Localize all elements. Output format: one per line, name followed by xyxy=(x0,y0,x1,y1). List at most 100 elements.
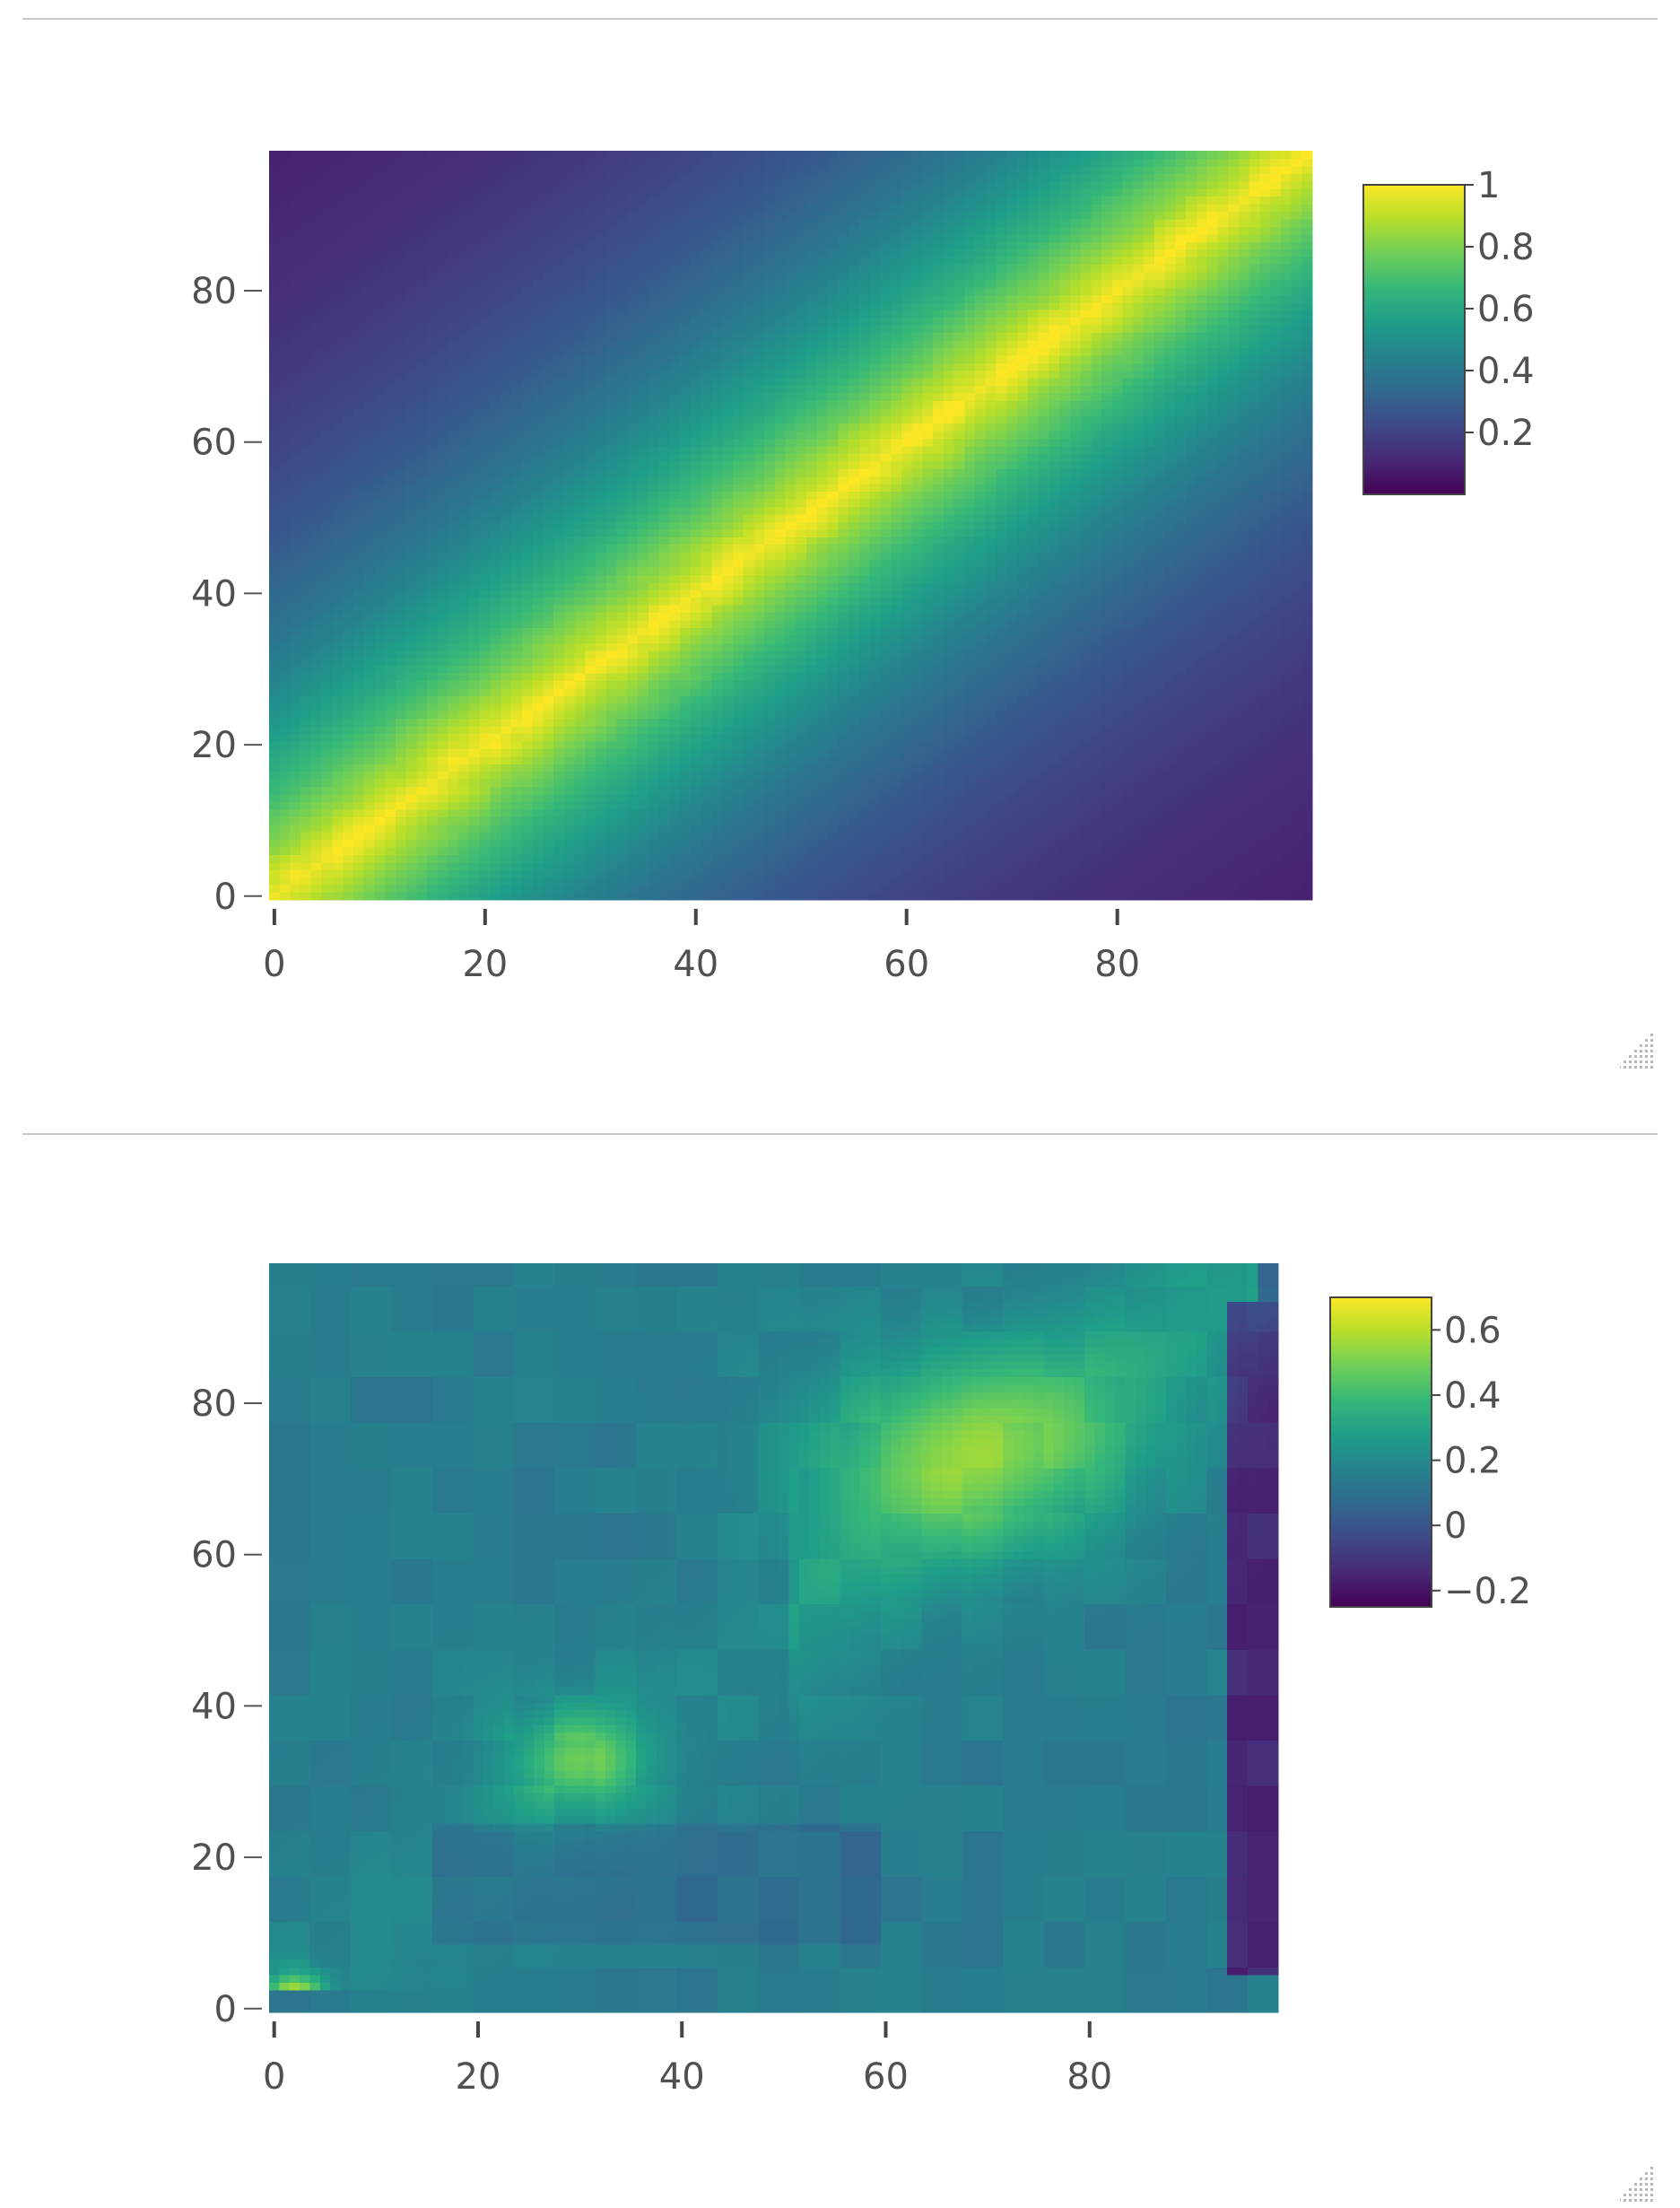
heatmap-cell xyxy=(310,680,323,689)
heatmap-cell xyxy=(469,317,481,326)
heatmap-cell xyxy=(448,400,460,409)
heatmap-cell xyxy=(532,634,544,643)
heatmap-cell xyxy=(290,407,301,416)
heatmap-cell xyxy=(616,877,629,886)
heatmap-cell xyxy=(732,839,744,848)
heatmap-cell xyxy=(648,793,660,802)
heatmap-cell xyxy=(511,566,523,575)
heatmap-cell xyxy=(774,204,787,213)
heatmap-cell xyxy=(627,431,639,440)
heatmap-cell xyxy=(437,755,449,764)
heatmap-cell xyxy=(343,279,354,288)
heatmap-cell xyxy=(458,846,470,855)
heatmap-cell xyxy=(596,589,607,598)
heatmap-cell xyxy=(627,233,639,242)
heatmap-cell xyxy=(416,249,428,257)
heatmap-cell xyxy=(743,581,754,590)
heatmap-cell xyxy=(279,407,292,416)
heatmap-cell xyxy=(796,605,807,614)
heatmap-cell xyxy=(310,468,323,477)
heatmap-cell xyxy=(732,506,744,515)
heatmap-cell xyxy=(796,574,807,583)
heatmap-cell xyxy=(343,869,354,878)
heatmap-cell xyxy=(627,566,639,575)
heatmap-cell xyxy=(532,793,544,802)
heatmap-cell xyxy=(596,846,607,855)
heatmap-cell xyxy=(732,218,744,227)
heatmap-cell xyxy=(743,634,754,643)
heatmap-cell xyxy=(269,650,281,659)
heatmap-cell xyxy=(405,218,418,227)
heatmap-cell xyxy=(310,839,323,848)
heatmap-cell xyxy=(395,498,407,508)
heatmap-cell xyxy=(774,703,787,711)
heatmap-cell xyxy=(553,687,565,696)
heatmap-cell xyxy=(511,869,523,878)
heatmap-cell xyxy=(310,196,323,205)
heatmap-cell xyxy=(321,476,334,484)
heatmap-cell xyxy=(543,211,554,220)
heatmap-cell xyxy=(585,832,596,841)
heatmap-cell xyxy=(638,332,649,341)
heatmap-cell xyxy=(690,431,702,440)
heatmap-cell xyxy=(669,460,681,469)
heatmap-cell xyxy=(680,574,692,583)
heatmap-cell xyxy=(711,786,723,795)
heatmap-cell xyxy=(648,249,660,257)
heatmap-cell xyxy=(532,423,544,432)
heatmap-cell xyxy=(469,310,481,319)
heatmap-cell xyxy=(732,658,744,667)
heatmap-cell xyxy=(405,180,418,189)
heatmap-cell xyxy=(279,755,292,764)
heatmap-cell xyxy=(701,286,712,295)
heatmap-cell xyxy=(690,188,702,197)
heatmap-cell xyxy=(395,438,407,447)
heatmap-cell xyxy=(574,257,587,266)
heatmap-cell xyxy=(321,158,334,167)
heatmap-cell xyxy=(690,559,702,568)
heatmap-cell xyxy=(405,445,418,454)
heatmap-cell xyxy=(774,271,787,280)
heatmap-cell xyxy=(774,151,787,160)
heatmap-cell xyxy=(300,476,312,484)
heatmap-cell xyxy=(690,824,702,833)
heatmap-cell xyxy=(310,885,323,894)
heatmap-cell xyxy=(343,407,354,416)
heatmap-cell xyxy=(300,241,312,250)
heatmap-cell xyxy=(321,332,334,341)
heatmap-cell xyxy=(680,605,692,614)
heatmap-cell xyxy=(511,204,523,213)
heatmap-cell xyxy=(395,726,407,735)
heatmap-cell xyxy=(363,574,376,583)
heatmap-cell xyxy=(405,680,418,689)
heatmap-cell xyxy=(437,726,449,735)
heatmap-cell xyxy=(479,816,492,825)
heatmap-cell xyxy=(427,808,439,817)
heatmap-cell xyxy=(543,733,554,742)
heatmap-cell xyxy=(395,764,407,772)
heatmap-cell xyxy=(405,438,418,447)
heatmap-cell xyxy=(722,687,734,696)
heatmap-cell xyxy=(279,718,292,727)
heatmap-cell xyxy=(343,627,354,636)
heatmap-cell xyxy=(300,869,312,878)
heatmap-cell xyxy=(405,634,418,643)
heatmap-cell xyxy=(343,687,354,696)
heatmap-cell xyxy=(796,680,807,689)
heatmap-cell xyxy=(764,528,776,537)
heatmap-cell xyxy=(501,589,512,598)
heatmap-cell xyxy=(310,506,323,515)
heatmap-cell xyxy=(332,392,344,401)
heatmap-cell xyxy=(648,771,660,780)
heatmap-cell xyxy=(574,680,587,689)
heatmap-cell xyxy=(722,491,734,500)
heatmap-cell xyxy=(732,378,744,387)
heatmap-cell xyxy=(574,378,587,387)
heatmap-cell xyxy=(701,385,712,394)
heatmap-cell xyxy=(785,460,796,469)
heatmap-cell xyxy=(363,218,376,227)
heatmap-cell xyxy=(532,824,544,833)
heatmap-cell xyxy=(363,642,376,651)
heatmap-cell xyxy=(627,460,639,469)
heatmap-cell xyxy=(395,885,407,894)
